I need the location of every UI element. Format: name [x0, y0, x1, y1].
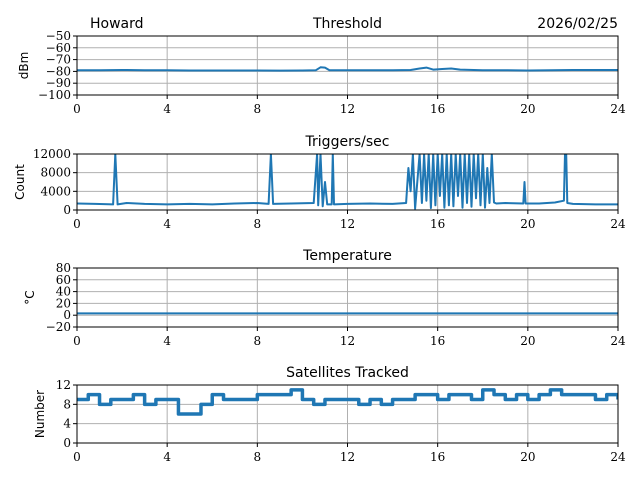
y-tick-label: −60: [46, 41, 71, 55]
x-tick-label: 0: [73, 102, 81, 116]
x-tick-label: 24: [610, 334, 626, 348]
x-tick-label: 4: [163, 102, 171, 116]
y-tick-label: −50: [46, 29, 71, 43]
threshold-ylabel: dBm: [17, 52, 31, 80]
threshold-panel: 0 4 8 12 16 20 24 −100−90−80−70−60−50 Threshold d…: [17, 16, 626, 116]
temperature-title: Temperature: [302, 248, 392, 264]
x-tick-label: 16: [430, 217, 445, 231]
y-tick-label: 0: [63, 436, 71, 450]
x-tick-label: 20: [520, 334, 535, 348]
x-tick-label: 12: [340, 334, 355, 348]
satellites-ylabel: Number: [33, 390, 47, 438]
y-tick-label: −70: [46, 53, 71, 67]
x-tick-label: 8: [254, 217, 262, 231]
x-tick-label: 20: [520, 217, 535, 231]
x-tick-label: 12: [340, 102, 355, 116]
threshold-title: Threshold: [312, 16, 382, 32]
satellites-panel: 0 4 8 12 16 20 24 0 4 8 12 Satellites Tracked Number: [33, 365, 626, 464]
satellites-series-line: [77, 388, 618, 416]
y-tick-label: 4: [63, 417, 71, 431]
y-tick-label: −100: [38, 88, 71, 102]
triggers-title: Triggers/sec: [305, 134, 390, 150]
y-tick-label: 12: [56, 378, 71, 392]
x-tick-label: 24: [610, 217, 626, 231]
date-label: 2026/02/25: [537, 16, 618, 32]
y-tick-label: 8000: [40, 166, 71, 180]
x-tick-label: 20: [520, 102, 535, 116]
temperature-ylabel: °C: [23, 290, 37, 304]
y-tick-label: 4000: [40, 184, 71, 198]
y-tick-label: 80: [56, 261, 71, 275]
x-tick-label: 0: [73, 450, 81, 464]
y-tick-label: 20: [56, 296, 71, 310]
satellites-title: Satellites Tracked: [286, 365, 409, 381]
x-tick-label: 0: [73, 334, 81, 348]
station-name: Howard: [90, 16, 144, 32]
y-tick-label: 40: [56, 285, 71, 299]
y-tick-label: 60: [56, 273, 71, 287]
y-tick-label: 0: [63, 203, 71, 217]
x-tick-label: 0: [73, 217, 81, 231]
x-tick-label: 20: [520, 450, 535, 464]
triggers-panel: 0 4 8 12 16 20 24 0 4000 8000 12000 Triggers/sec Cou…: [13, 134, 626, 231]
y-tick-label: 0: [63, 308, 71, 322]
x-tick-label: 24: [610, 450, 626, 464]
x-tick-label: 12: [340, 217, 355, 231]
x-tick-label: 24: [610, 102, 626, 116]
x-tick-label: 16: [430, 450, 445, 464]
y-tick-label: −20: [46, 320, 71, 334]
triggers-series-line: [77, 154, 618, 210]
y-tick-label: −80: [46, 64, 71, 78]
threshold-series-line: [77, 66, 618, 72]
x-tick-label: 16: [430, 102, 445, 116]
x-tick-label: 8: [254, 334, 262, 348]
triggers-ylabel: Count: [13, 164, 27, 200]
x-tick-label: 16: [430, 334, 445, 348]
y-tick-label: 8: [63, 397, 71, 411]
x-tick-label: 4: [163, 217, 171, 231]
x-tick-label: 8: [254, 102, 262, 116]
x-tick-label: 4: [163, 450, 171, 464]
x-tick-label: 12: [340, 450, 355, 464]
x-tick-label: 4: [163, 334, 171, 348]
y-tick-label: −90: [46, 76, 71, 90]
x-tick-label: 8: [254, 450, 262, 464]
y-tick-label: 12000: [33, 147, 71, 161]
